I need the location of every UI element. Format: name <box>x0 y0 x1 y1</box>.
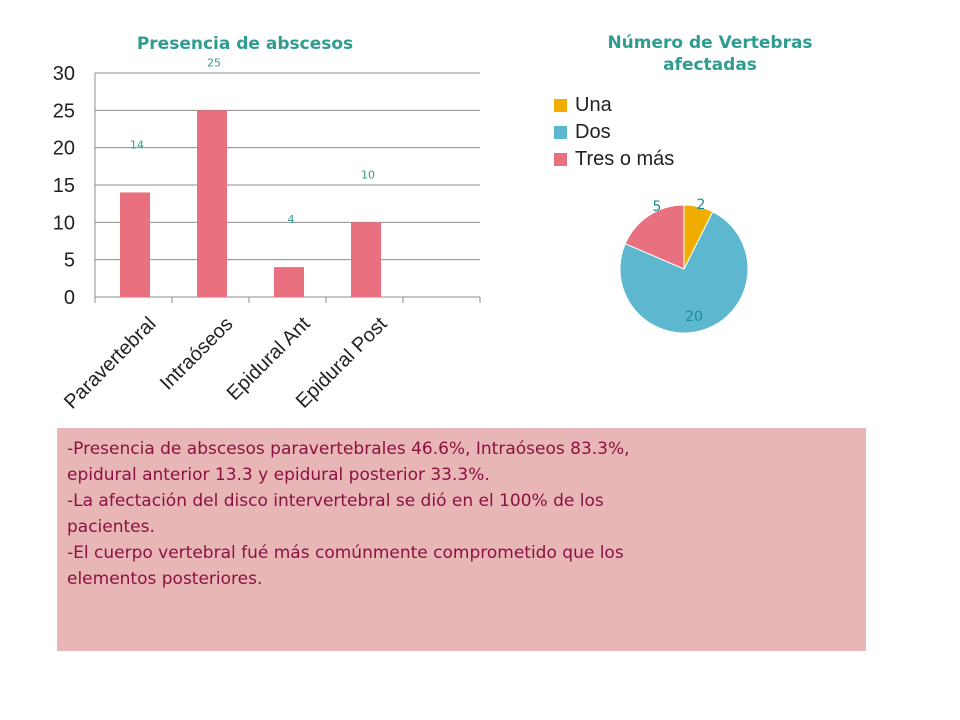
legend-label-tres-o-mas: Tres o más <box>575 148 675 170</box>
legend-item-dos: Dos <box>554 119 674 146</box>
y-tick-label: 30 <box>53 63 75 85</box>
note-line: pacientes. <box>67 517 155 537</box>
pie-slice-una <box>683 204 714 270</box>
y-tick-label: 0 <box>64 287 75 309</box>
pie-data-label: 20 <box>685 309 703 325</box>
y-tick-label: 10 <box>53 212 75 234</box>
y-tick-label: 25 <box>53 100 75 122</box>
legend-swatch-tres-o-mas <box>554 153 567 166</box>
y-tick-label: 5 <box>64 250 75 272</box>
note-line: epidural anterior 13.3 y epidural poster… <box>67 465 490 485</box>
bar-data-label: 14 <box>130 138 144 151</box>
legend-label-dos: Dos <box>575 121 611 143</box>
bar-data-label: 4 <box>288 213 295 226</box>
bar-epidural-post <box>351 222 381 297</box>
note-line: -El cuerpo vertebral fué más comúnmente … <box>67 543 624 563</box>
notes-box: -Presencia de abscesos paravertebrales 4… <box>57 428 866 651</box>
bar-data-label: 10 <box>361 168 375 181</box>
legend-label-una: Una <box>575 94 612 116</box>
legend-swatch-una <box>554 99 567 112</box>
note-line: elementos posteriores. <box>67 569 263 589</box>
pie-chart-title: Número de Vertebras afectadas <box>607 33 813 75</box>
note-line: -La afectación del disco intervertebral … <box>67 491 604 511</box>
bar-intra-seos <box>197 110 227 297</box>
bar-data-label: 25 <box>207 56 221 69</box>
note-line: -Presencia de abscesos paravertebrales 4… <box>67 439 630 459</box>
bar-chart-title: Presencia de abscesos <box>136 34 354 54</box>
legend-swatch-dos <box>554 126 567 139</box>
legend-item-tres-o-mas: Tres o más <box>554 146 674 173</box>
x-category-label: Intraóseos <box>156 313 238 395</box>
pie-slice-tres-o-m-s <box>624 204 685 270</box>
pie-legend: Una Dos Tres o más <box>554 92 674 173</box>
bar-epidural-ant <box>274 267 304 297</box>
pie-data-label: 2 <box>697 197 706 213</box>
x-category-label: Paravertebral <box>60 313 160 413</box>
pie-data-label: 5 <box>653 199 662 215</box>
y-tick-label: 15 <box>53 175 75 197</box>
y-tick-label: 20 <box>53 138 75 160</box>
bar-chart: 0 5 10 15 20 25 30 14 Paravertebral 25 Intraóseos 4… <box>53 56 481 413</box>
bar-paravertebral <box>120 192 150 297</box>
legend-item-una: Una <box>554 92 674 119</box>
pie-slice-dos <box>619 211 749 334</box>
